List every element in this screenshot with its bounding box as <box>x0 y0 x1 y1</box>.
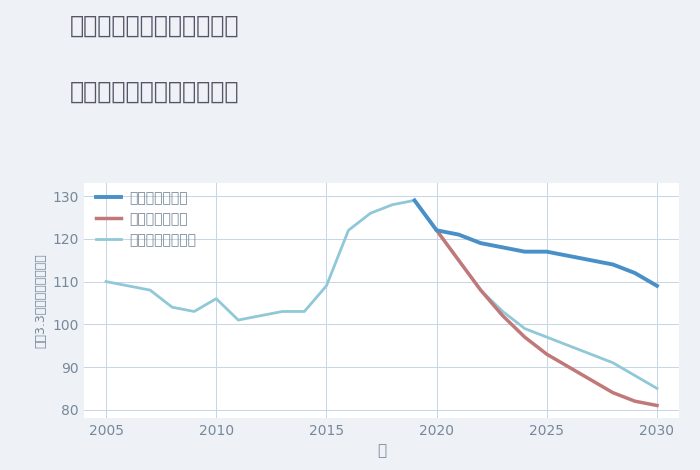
ノーマルシナリオ <box>477 287 485 293</box>
グッドシナリオ <box>477 240 485 246</box>
ノーマルシナリオ <box>168 305 176 310</box>
Line: バッドシナリオ: バッドシナリオ <box>437 230 657 406</box>
ノーマルシナリオ <box>366 211 375 216</box>
ノーマルシナリオ <box>146 287 154 293</box>
バッドシナリオ <box>542 352 551 357</box>
バッドシナリオ <box>477 287 485 293</box>
ノーマルシナリオ <box>102 279 110 284</box>
Text: 愛知県稲沢市平和町東城の: 愛知県稲沢市平和町東城の <box>70 14 239 38</box>
グッドシナリオ <box>631 270 639 276</box>
ノーマルシナリオ <box>521 326 529 331</box>
バッドシナリオ <box>454 258 463 263</box>
Legend: グッドシナリオ, バッドシナリオ, ノーマルシナリオ: グッドシナリオ, バッドシナリオ, ノーマルシナリオ <box>90 186 202 253</box>
ノーマルシナリオ <box>278 309 286 314</box>
ノーマルシナリオ <box>609 360 617 366</box>
グッドシナリオ <box>433 227 441 233</box>
ノーマルシナリオ <box>234 317 242 323</box>
ノーマルシナリオ <box>587 352 595 357</box>
バッドシナリオ <box>433 227 441 233</box>
グッドシナリオ <box>542 249 551 254</box>
グッドシナリオ <box>498 244 507 250</box>
ノーマルシナリオ <box>565 343 573 348</box>
ノーマルシナリオ <box>631 373 639 378</box>
Text: 中古マンションの価格推移: 中古マンションの価格推移 <box>70 80 239 104</box>
ノーマルシナリオ <box>410 197 419 203</box>
バッドシナリオ <box>565 364 573 370</box>
ノーマルシナリオ <box>344 227 353 233</box>
ノーマルシナリオ <box>124 283 132 289</box>
ノーマルシナリオ <box>256 313 265 319</box>
グッドシナリオ <box>609 262 617 267</box>
Line: ノーマルシナリオ: ノーマルシナリオ <box>106 200 657 388</box>
バッドシナリオ <box>653 403 662 408</box>
ノーマルシナリオ <box>389 202 397 207</box>
ノーマルシナリオ <box>300 309 309 314</box>
ノーマルシナリオ <box>212 296 220 301</box>
Line: グッドシナリオ: グッドシナリオ <box>414 200 657 286</box>
グッドシナリオ <box>565 253 573 259</box>
グッドシナリオ <box>521 249 529 254</box>
X-axis label: 年: 年 <box>377 443 386 458</box>
バッドシナリオ <box>521 334 529 340</box>
グッドシナリオ <box>410 197 419 203</box>
グッドシナリオ <box>653 283 662 289</box>
グッドシナリオ <box>587 258 595 263</box>
ノーマルシナリオ <box>653 385 662 391</box>
ノーマルシナリオ <box>542 334 551 340</box>
ノーマルシナリオ <box>454 258 463 263</box>
グッドシナリオ <box>454 232 463 237</box>
バッドシナリオ <box>609 390 617 395</box>
バッドシナリオ <box>587 377 595 383</box>
バッドシナリオ <box>631 399 639 404</box>
バッドシナリオ <box>498 313 507 319</box>
ノーマルシナリオ <box>498 309 507 314</box>
ノーマルシナリオ <box>322 283 330 289</box>
ノーマルシナリオ <box>190 309 198 314</box>
ノーマルシナリオ <box>433 227 441 233</box>
Y-axis label: 坪（3.3㎡）単価（万円）: 坪（3.3㎡）単価（万円） <box>35 253 48 348</box>
